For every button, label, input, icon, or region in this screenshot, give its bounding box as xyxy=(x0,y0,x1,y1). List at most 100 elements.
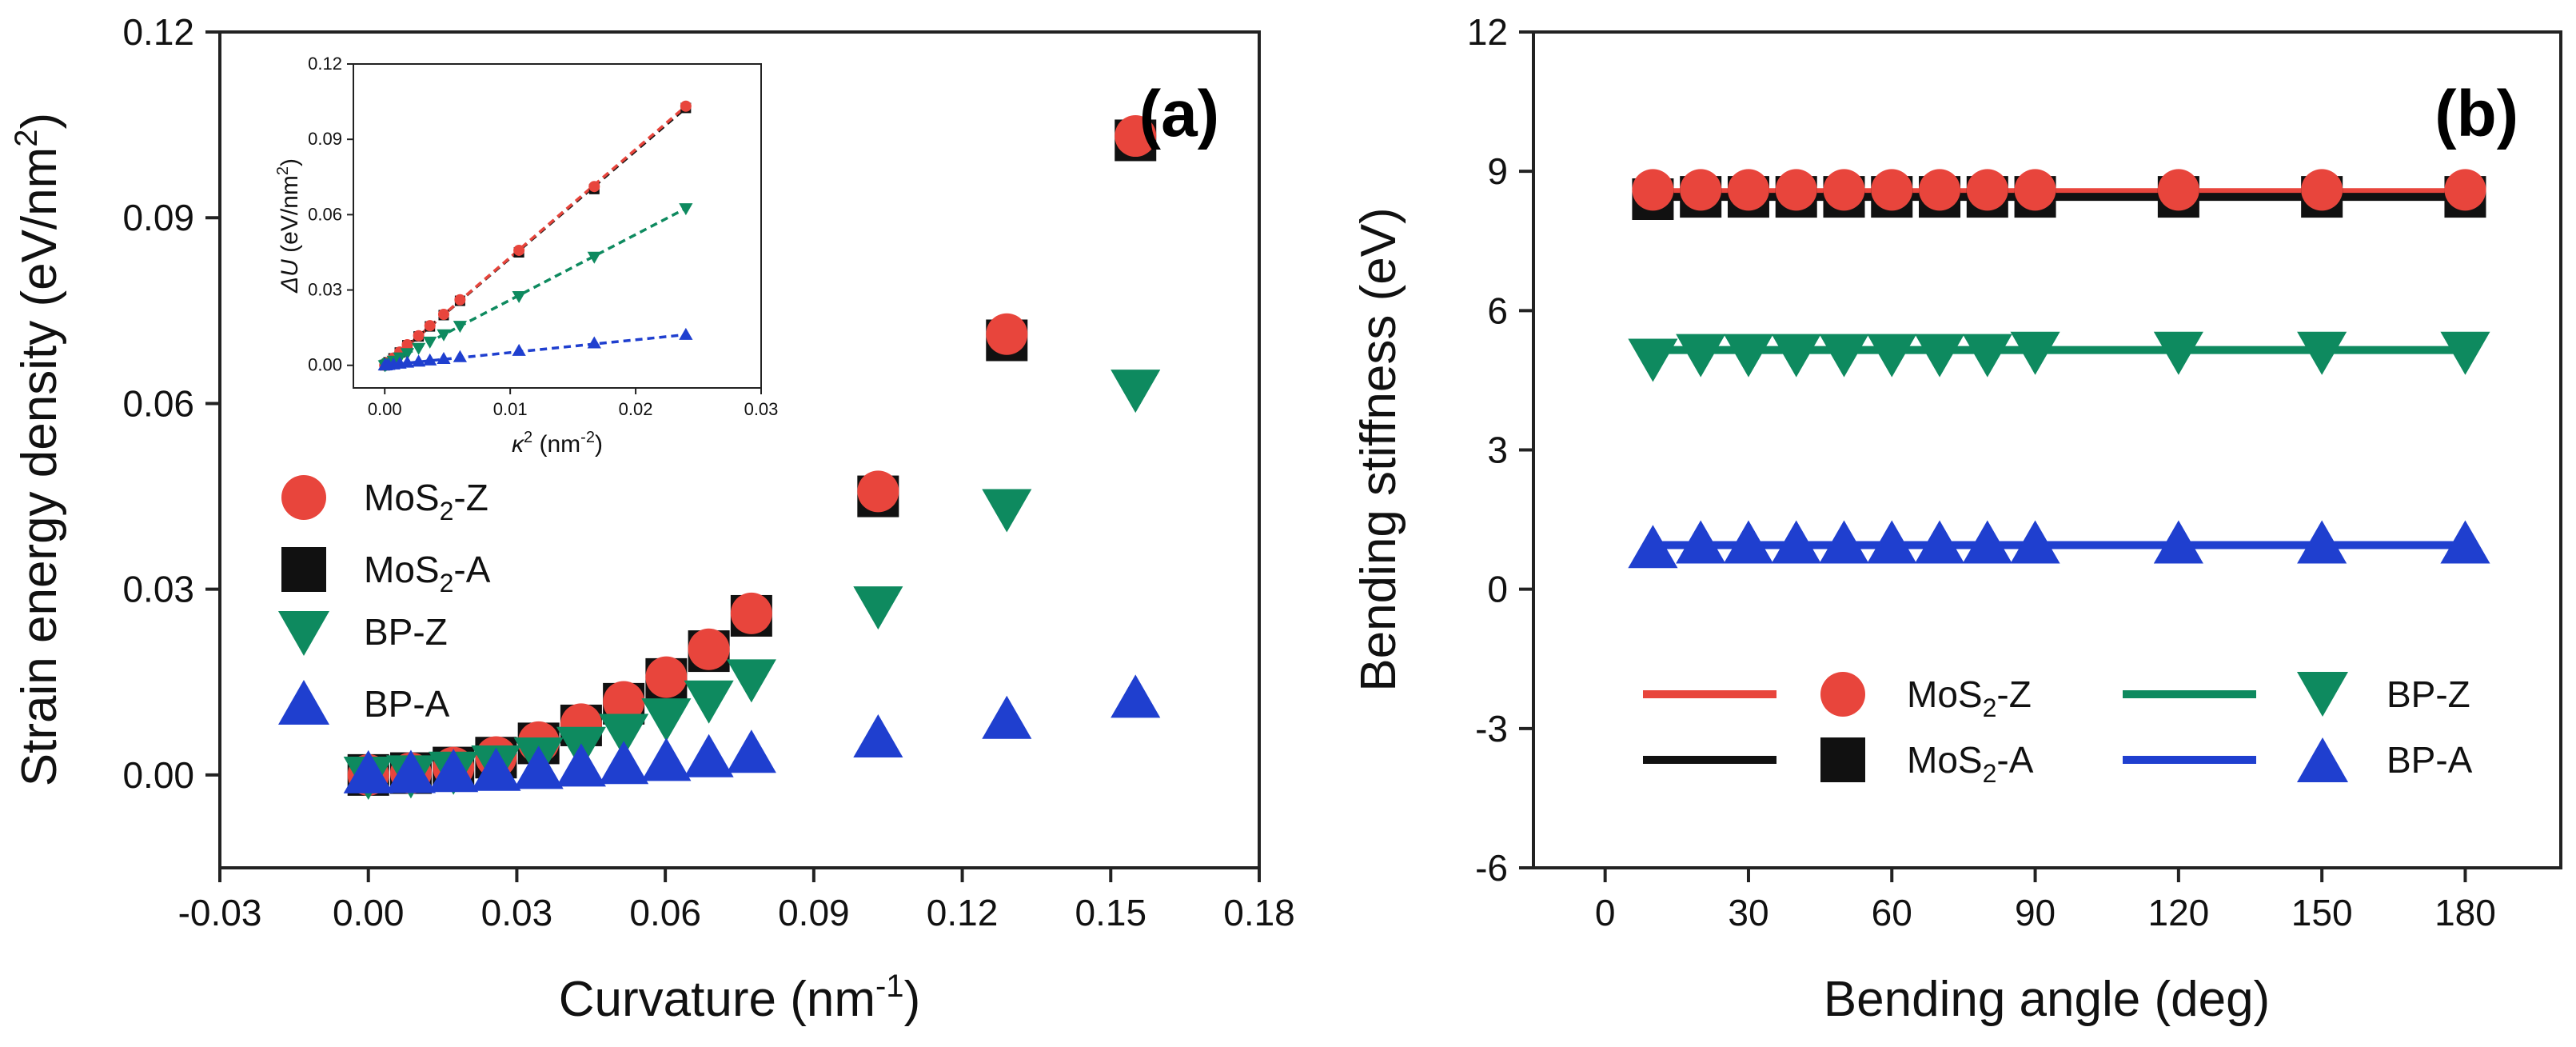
x-tick-label: 150 xyxy=(2291,892,2353,933)
legend-a-marker xyxy=(281,475,326,520)
point-b-bp-a xyxy=(1771,520,1821,564)
y-tick-label: 0.03 xyxy=(122,569,194,610)
panel-a-label: (a) xyxy=(1139,78,1219,150)
svg-text:MoS2-A: MoS2-A xyxy=(1907,739,2034,788)
legend-a-item-bp-z: BP-Z xyxy=(278,611,448,656)
point-b-bp-z xyxy=(1676,334,1726,378)
inset-frame xyxy=(353,63,762,389)
x-tick-label: 0.09 xyxy=(778,892,850,933)
point-inset-bp-z xyxy=(587,251,601,264)
point-b-mos2-z xyxy=(1823,169,1865,211)
point-b-mos2-z xyxy=(1727,169,1769,211)
point-inset-bp-a xyxy=(423,353,437,366)
y-tick-label: 9 xyxy=(1487,150,1508,192)
svg-text:BP-A: BP-A xyxy=(364,683,450,725)
inset-marks xyxy=(377,100,693,373)
point-b-bp-a xyxy=(1819,520,1869,564)
svg-text:MoS2-Z: MoS2-Z xyxy=(364,477,488,525)
point-a-mos2-z xyxy=(603,681,645,723)
panel-b-marks xyxy=(1628,169,2490,569)
x-tick-label: 30 xyxy=(1728,892,1769,933)
panel-a-legend: MoS2-Z MoS2-A BP-Z BP-A xyxy=(278,475,491,725)
inset-y-ticks: 0.00 0.03 0.06 0.09 0.12 xyxy=(308,54,353,375)
point-b-bp-z xyxy=(1819,334,1869,378)
x-tick-label: 180 xyxy=(2434,892,2496,933)
point-b-mos2-z xyxy=(1919,169,1961,211)
point-b-bp-z xyxy=(1867,334,1917,378)
x-tick-label: 0.03 xyxy=(481,892,553,933)
y-tick-label: 0.12 xyxy=(122,11,194,53)
point-a-bp-a xyxy=(641,737,692,781)
panel-b-legend: MoS2-Z MoS2-A BP-Z BP-A xyxy=(1643,672,2473,788)
legend-b-item-mos2-z: MoS2-Z xyxy=(1643,672,2032,722)
x-tick-label: 0.00 xyxy=(333,892,405,933)
point-a-bp-a xyxy=(726,729,776,773)
point-a-bp-a xyxy=(429,749,479,793)
svg-text:MoS2-A: MoS2-A xyxy=(364,549,491,597)
legend-b-marker xyxy=(1820,672,1865,717)
panel-a-y-label: Strain energy density (eV/nm2) xyxy=(9,113,67,786)
point-b-bp-a xyxy=(1867,520,1917,564)
y-tick-label: 6 xyxy=(1487,290,1508,331)
point-a-bp-a xyxy=(982,695,1032,739)
point-inset-mos2-z xyxy=(513,244,525,256)
point-b-bp-z xyxy=(2010,331,2060,375)
svg-text:BP-Z: BP-Z xyxy=(2387,673,2470,715)
panel-b-lines xyxy=(1653,188,2466,549)
legend-b-marker xyxy=(1820,737,1865,782)
y-tick-label: 0.09 xyxy=(308,129,342,149)
point-b-bp-z xyxy=(1723,334,1774,378)
y-tick-label: 3 xyxy=(1487,430,1508,471)
point-inset-mos2-z xyxy=(437,309,449,321)
point-b-bp-z xyxy=(1771,334,1821,378)
legend-a-item-bp-a: BP-A xyxy=(278,680,450,725)
panel-a: -0.03 0.00 0.03 0.06 0.09 0.12 0.15 0.18 0.000.… xyxy=(9,11,1295,1027)
svg-text:MoS2-Z: MoS2-Z xyxy=(1907,673,2032,722)
point-a-bp-a xyxy=(556,743,606,787)
point-b-mos2-z xyxy=(1871,169,1913,211)
point-a-bp-z xyxy=(853,586,903,630)
panel-b-x-label: Bending angle (deg) xyxy=(1824,972,2270,1027)
panel-b-label: (b) xyxy=(2434,78,2518,150)
x-tick-label: 0.18 xyxy=(1223,892,1295,933)
panel-a-x-ticks: -0.03 0.00 0.03 0.06 0.09 0.12 0.15 0.18 xyxy=(178,868,1295,933)
point-inset-bp-a xyxy=(512,343,526,356)
x-tick-label: 60 xyxy=(1872,892,1912,933)
point-b-mos2-z xyxy=(2014,169,2056,211)
svg-text:BP-Z: BP-Z xyxy=(364,611,448,653)
point-inset-mos2-z xyxy=(424,320,436,332)
legend-b-item-bp-a: BP-A xyxy=(2123,737,2473,782)
point-a-bp-a xyxy=(853,713,903,757)
x-tick-label: 0.03 xyxy=(744,399,779,419)
point-inset-mos2-z xyxy=(401,339,413,350)
y-tick-label: 0.06 xyxy=(308,204,342,224)
inset-fit-bp-a xyxy=(385,333,687,367)
point-inset-bp-z xyxy=(437,329,451,342)
panel-b-y-ticks: -6 -3 0 3 6 9 12 xyxy=(1467,11,1533,889)
x-tick-label: 0.01 xyxy=(493,399,528,419)
point-b-bp-a xyxy=(2153,520,2203,564)
legend-a-item-mos2-a: MoS2-A xyxy=(281,547,491,597)
legend-a-marker xyxy=(278,611,329,656)
point-inset-bp-z xyxy=(679,203,693,216)
point-b-mos2-z xyxy=(1966,169,2008,211)
legend-a-marker xyxy=(281,547,326,592)
y-tick-label: 0 xyxy=(1487,569,1508,610)
panel-a-frame xyxy=(218,30,1261,869)
x-tick-label: 120 xyxy=(2147,892,2209,933)
y-tick-label: 12 xyxy=(1467,11,1508,53)
point-inset-mos2-z xyxy=(680,100,692,112)
panel-a-x-label: Curvature (nm-1) xyxy=(559,969,920,1027)
point-b-bp-z xyxy=(2440,331,2490,375)
point-a-mos2-z xyxy=(645,656,688,698)
point-a-bp-z xyxy=(641,698,692,742)
point-inset-mos2-z xyxy=(413,330,425,342)
point-b-bp-a xyxy=(2297,520,2347,564)
legend-a-marker xyxy=(278,680,329,725)
point-a-mos2-z xyxy=(857,470,899,513)
y-tick-label: 0.12 xyxy=(308,54,342,74)
panel-b-x-ticks: 0 30 60 90 120 150 180 xyxy=(1595,868,2496,933)
y-tick-label: 0.09 xyxy=(122,197,194,238)
panel-a-marks xyxy=(343,115,1161,800)
point-b-bp-z xyxy=(2297,331,2347,375)
